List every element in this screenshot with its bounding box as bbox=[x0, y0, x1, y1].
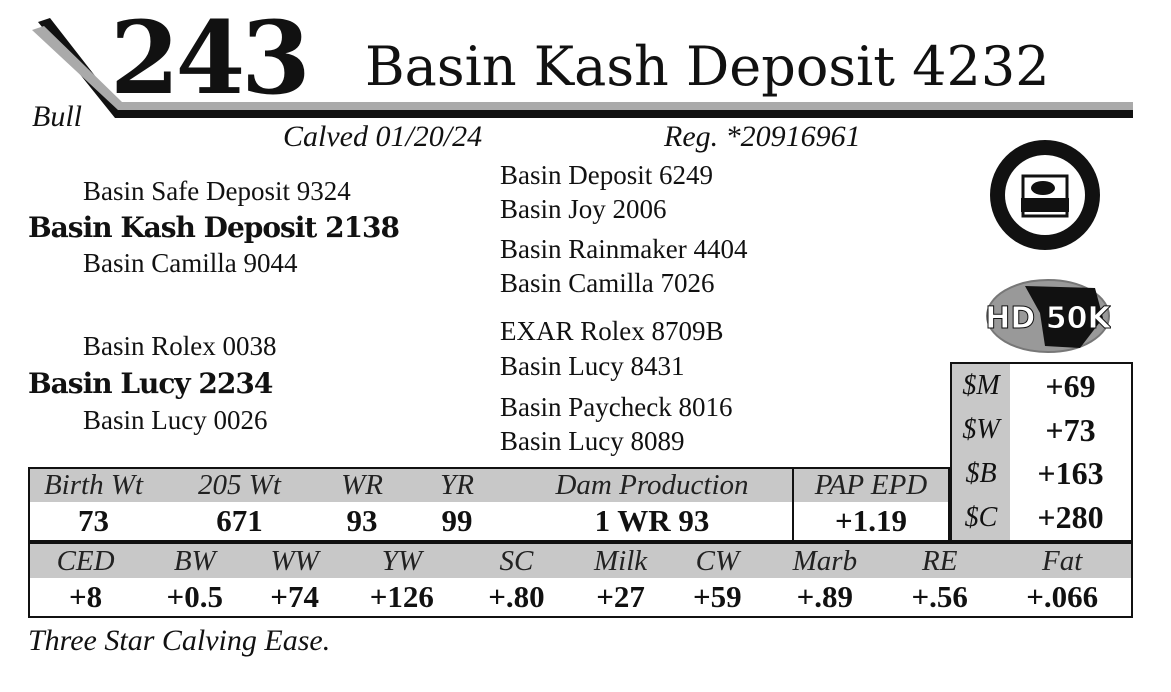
header-marb: Marb bbox=[763, 543, 887, 578]
index-label: $M bbox=[951, 363, 1010, 409]
ced-value: +8 bbox=[68, 579, 103, 614]
sire-dam-sire: Basin Rainmaker 4404 bbox=[500, 234, 748, 264]
205-wt-value: 671 bbox=[216, 503, 263, 538]
animal-name: Basin Kash Deposit 4232 bbox=[365, 35, 1050, 98]
index-value: +280 bbox=[1037, 499, 1104, 536]
dam-sire: Basin Rolex 0038 bbox=[83, 331, 277, 361]
sex-label: Bull bbox=[32, 100, 82, 133]
cw-value: +59 bbox=[693, 579, 742, 614]
index-value: +163 bbox=[1037, 455, 1104, 492]
header-ced: CED bbox=[29, 543, 142, 578]
index-value: +69 bbox=[1045, 367, 1096, 404]
performance-table: Birth Wt 205 Wt WR YR Dam Production PAP… bbox=[28, 467, 950, 542]
fat-value: +.066 bbox=[1026, 579, 1099, 614]
footnote: Three Star Calving Ease. bbox=[28, 624, 331, 657]
header-pap-epd: PAP EPD bbox=[792, 468, 949, 502]
registration-number: Reg. *20916961 bbox=[664, 120, 861, 153]
epd-table: CED BW WW YW SC Milk CW Marb RE Fat +8 +0.5 +74 +126… bbox=[28, 542, 1133, 618]
header-ww: WW bbox=[248, 543, 341, 578]
header-cw: CW bbox=[671, 543, 764, 578]
pap-epd-value: +1.19 bbox=[792, 502, 949, 541]
yr-value: 99 bbox=[441, 503, 473, 538]
dam: Basin Lucy 2234 bbox=[28, 367, 273, 400]
yw-value: +126 bbox=[369, 579, 434, 614]
lot-number: 243 bbox=[110, 0, 311, 117]
dam-dam: Basin Lucy 0026 bbox=[83, 405, 268, 435]
header-re: RE bbox=[886, 543, 994, 578]
birth-wt-value: 73 bbox=[78, 503, 109, 538]
header-wr: WR bbox=[322, 468, 402, 502]
dam-dam-dam: Basin Lucy 8089 bbox=[500, 426, 685, 456]
index-row: $C +280 bbox=[951, 495, 1132, 541]
index-row: $B +163 bbox=[951, 451, 1132, 496]
header-fat: Fat bbox=[993, 543, 1132, 578]
marb-value: +.89 bbox=[796, 579, 854, 614]
dam-sire-dam: Basin Lucy 8431 bbox=[500, 351, 685, 381]
dam-dam-sire: Basin Paycheck 8016 bbox=[500, 392, 733, 422]
milk-value: +27 bbox=[596, 579, 645, 614]
calved-date: Calved 01/20/24 bbox=[283, 120, 483, 153]
header-yr: YR bbox=[402, 468, 512, 502]
header-birth-wt: Birth Wt bbox=[29, 468, 157, 502]
sire: Basin Kash Deposit 2138 bbox=[28, 211, 400, 244]
dam-production-value: 1 WR 93 bbox=[594, 503, 710, 538]
index-row: $W +73 bbox=[951, 408, 1132, 452]
sire-dam: Basin Camilla 9044 bbox=[83, 248, 298, 278]
certified-angus-beef-logo bbox=[990, 140, 1100, 250]
wr-value: 93 bbox=[346, 503, 378, 538]
index-value: +73 bbox=[1045, 411, 1096, 448]
index-row: $M +69 bbox=[951, 363, 1132, 409]
header-banner-graphic bbox=[32, 18, 1133, 118]
bw-value: +0.5 bbox=[166, 579, 223, 614]
header-205-wt: 205 Wt bbox=[157, 468, 322, 502]
header-sc: SC bbox=[462, 543, 571, 578]
sire-sire-dam: Basin Joy 2006 bbox=[500, 194, 667, 224]
svg-text:HD 50K: HD 50K bbox=[985, 301, 1111, 336]
index-label: $W bbox=[951, 408, 1010, 452]
hd50k-logo: HD 50K bbox=[985, 279, 1111, 353]
ww-value: +74 bbox=[270, 579, 319, 614]
sc-value: +.80 bbox=[488, 579, 545, 614]
header-bw: BW bbox=[141, 543, 249, 578]
header-dam-production: Dam Production bbox=[512, 468, 793, 502]
dam-sire-sire: EXAR Rolex 8709B bbox=[500, 316, 724, 346]
dollar-index-table: $M +69 $W +73 $B +163 $C +280 bbox=[950, 362, 1133, 542]
header-milk: Milk bbox=[570, 543, 672, 578]
sire-sire: Basin Safe Deposit 9324 bbox=[83, 176, 351, 206]
index-label: $B bbox=[951, 451, 1010, 496]
header-yw: YW bbox=[340, 543, 463, 578]
index-label: $C bbox=[951, 495, 1010, 541]
sire-dam-dam: Basin Camilla 7026 bbox=[500, 268, 715, 298]
re-value: +.56 bbox=[911, 579, 968, 614]
sire-sire-sire: Basin Deposit 6249 bbox=[500, 160, 713, 190]
